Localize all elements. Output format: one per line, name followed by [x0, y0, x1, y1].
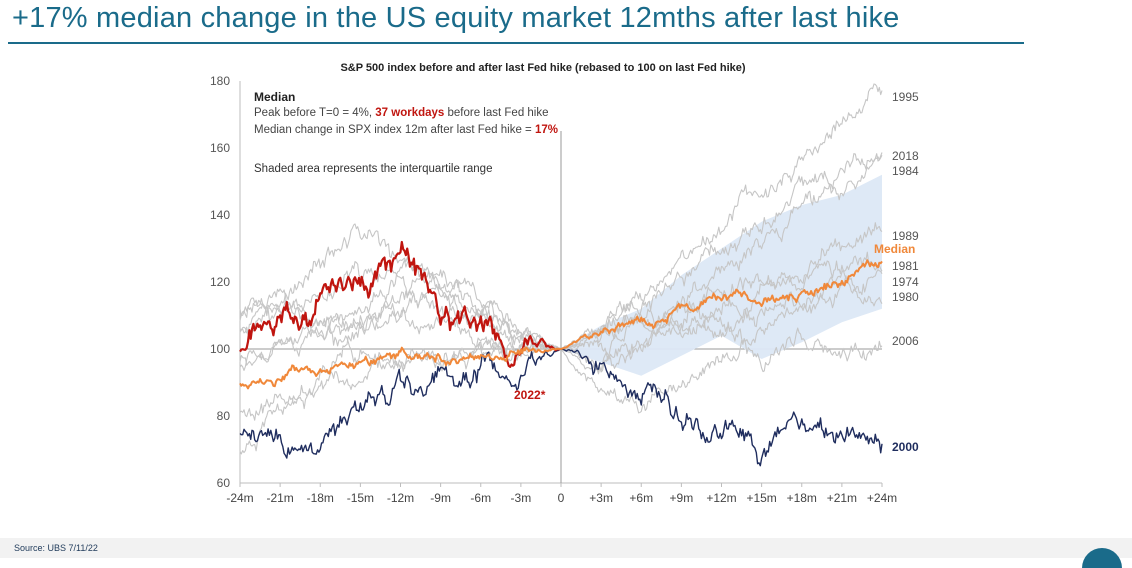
end-label-1980: 1980	[892, 290, 919, 304]
x-tick-label: +12m	[706, 491, 736, 505]
label-2022: 2022*	[514, 388, 546, 402]
x-tick-label: +15m	[746, 491, 776, 505]
end-label-1981: 1981	[892, 259, 919, 273]
iqr-band	[561, 174, 882, 376]
x-tick-label: +9m	[670, 491, 694, 505]
x-tick-label: +6m	[629, 491, 653, 505]
end-label-1989: 1989	[892, 229, 919, 243]
y-tick-label: 100	[210, 342, 230, 356]
annotation-line-1-prefix: Peak before T=0 = 4%,	[254, 107, 375, 119]
annotation-line-2-prefix: Median change in SPX index 12m after las…	[254, 124, 535, 136]
annotation-line-1: Peak before T=0 = 4%, 37 workdays before…	[254, 107, 549, 119]
x-tick-label: +3m	[589, 491, 613, 505]
annotation-line-2-highlight: 17%	[535, 124, 558, 136]
y-tick-label: 160	[210, 141, 230, 155]
x-tick-label: 0	[558, 491, 565, 505]
annotation-line-1-highlight: 37 workdays	[375, 107, 444, 119]
x-tick-label: +24m	[867, 491, 897, 505]
y-tick-label: 180	[210, 74, 230, 88]
iqr-layer	[561, 174, 882, 376]
line-chart: 60 80 100 120 140 160 180 -24m -21m -18m -15m -12m -…	[210, 62, 919, 505]
y-tick-label: 60	[217, 476, 231, 490]
end-label-2018: 2018	[892, 149, 919, 163]
annotation-note: Shaded area represents the interquartile…	[254, 163, 492, 175]
series-layer	[239, 83, 883, 467]
end-label-1995: 1995	[892, 90, 919, 104]
annotation-heading: Median	[254, 90, 295, 104]
x-tick-label: +21m	[827, 491, 857, 505]
x-tick-label: -6m	[470, 491, 491, 505]
x-tick-label: -18m	[307, 491, 334, 505]
annotation-line-2: Median change in SPX index 12m after las…	[254, 124, 558, 136]
x-tick-label: -15m	[347, 491, 374, 505]
y-tick-label: 120	[210, 275, 230, 289]
end-label-1974: 1974	[892, 275, 919, 289]
axes-layer: 60 80 100 120 140 160 180 -24m -21m -18m -15m -12m -…	[210, 74, 897, 505]
x-tick-label: -9m	[430, 491, 451, 505]
x-tick-label: -12m	[387, 491, 414, 505]
x-tick-label: -21m	[266, 491, 293, 505]
y-tick-label: 140	[210, 208, 230, 222]
end-label-2006: 2006	[892, 334, 919, 348]
x-tick-label: -3m	[511, 491, 532, 505]
end-label-1984: 1984	[892, 164, 919, 178]
end-label-2000: 2000	[892, 440, 919, 454]
x-tick-label: +18m	[787, 491, 817, 505]
title-rule	[8, 42, 1024, 44]
chart-title: S&P 500 index before and after last Fed …	[340, 62, 745, 74]
x-tick-label: -24m	[226, 491, 253, 505]
source-note: Source: UBS 7/11/22	[14, 543, 98, 553]
slide-title: +17% median change in the US equity mark…	[12, 2, 900, 34]
y-tick-label: 80	[217, 409, 231, 423]
footer-bar: Source: UBS 7/11/22	[0, 538, 1132, 558]
series-line-median	[239, 259, 883, 390]
end-label-median: Median	[874, 242, 915, 256]
annotation-line-1-suffix: before last Fed hike	[444, 107, 548, 119]
